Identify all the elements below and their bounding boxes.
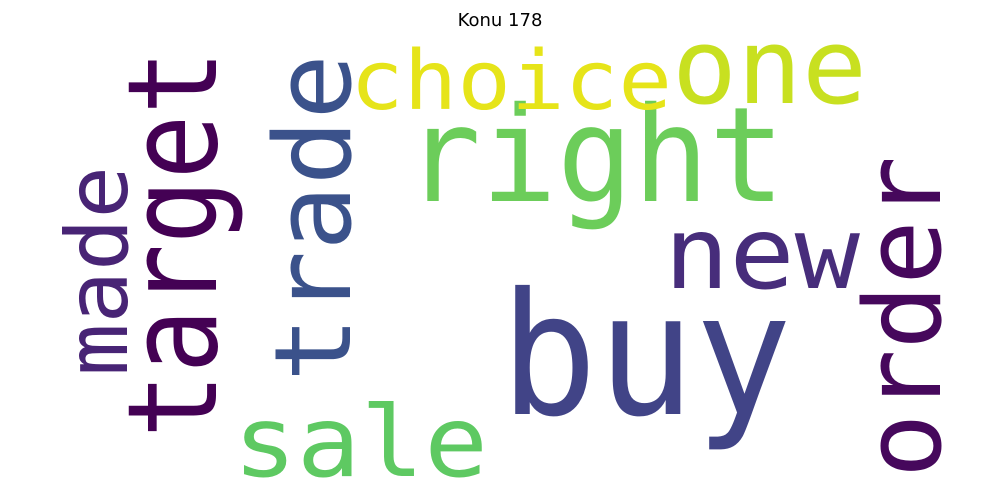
word-right: right [405,79,785,233]
word-choice: choice [350,34,672,129]
word-new: new [664,195,861,312]
word-made: made [48,166,148,376]
word-order: order [842,156,965,478]
word-sale: sale [233,386,488,500]
word-buy: buy [500,257,792,455]
figure-title: Konu 178 [457,10,543,31]
word-target: target [102,50,246,438]
word-trade: trade [252,54,375,382]
word-one: one [672,6,867,128]
